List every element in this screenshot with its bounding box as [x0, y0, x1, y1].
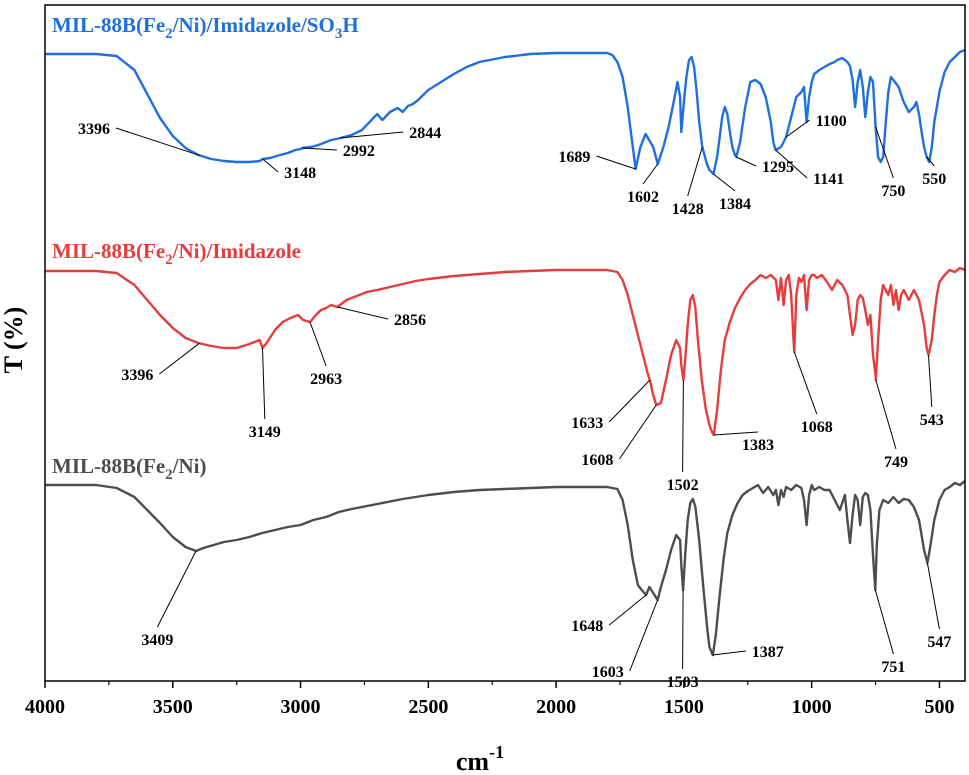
peak-label-12: 550	[922, 171, 946, 188]
peak-leader	[775, 149, 808, 179]
peak-leader	[713, 431, 759, 436]
peak-label-26: 1603	[592, 664, 624, 681]
peak-leader	[682, 379, 684, 473]
peak-leader	[875, 379, 897, 450]
series-name-part: 2	[165, 252, 173, 268]
peak-label-20: 1383	[742, 437, 774, 454]
y-axis-title: T (%)	[0, 307, 28, 374]
series-name-0: MIL-88B(Fe2/Ni)/Imidazole/SO3H	[52, 13, 359, 42]
peak-leader	[713, 173, 736, 192]
series-name-part: /Ni)/Imidazole	[172, 239, 301, 263]
series-name-2: MIL-88B(Fe2/Ni)	[52, 454, 206, 483]
x-tick-label-1000: 1000	[792, 696, 832, 718]
peak-leader	[642, 163, 659, 185]
peak-leader	[337, 306, 389, 320]
peak-leader	[682, 589, 684, 670]
peak-label-3: 2844	[409, 125, 441, 142]
series-name-part: MIL-88B(Fe	[52, 239, 165, 263]
peak-label-18: 1608	[581, 452, 613, 469]
peak-leader	[874, 589, 894, 655]
peak-label-2: 2992	[343, 143, 375, 160]
peak-leader	[309, 321, 327, 367]
peak-leader	[608, 379, 651, 423]
peak-label-11: 750	[881, 183, 905, 200]
peak-leader	[596, 155, 636, 170]
peak-label-10: 1141	[813, 171, 844, 188]
x-tick-label-500: 500	[924, 696, 954, 718]
peak-label-1: 3148	[284, 165, 316, 182]
label-layer: MIL-88B(Fe2/Ni)/Imidazole/SO3HMIL-88B(Fe…	[52, 13, 951, 691]
series-name-part: MIL-88B(Fe	[52, 454, 165, 478]
peak-label-6: 1428	[672, 201, 704, 218]
series-line-2	[45, 480, 966, 657]
peak-leader	[340, 131, 404, 139]
peak-leader	[785, 119, 810, 138]
series-line-1	[45, 266, 966, 437]
series-name-part: 2	[165, 26, 173, 42]
x-tick-label-1500: 1500	[664, 696, 704, 718]
x-tick-label-4000: 4000	[25, 696, 65, 718]
peak-leader	[608, 594, 647, 626]
series-name-part: /Ni)/Imidazole/SO	[172, 13, 335, 37]
peak-label-16: 2856	[394, 312, 426, 329]
x-axis-title: cm-1	[456, 742, 504, 775]
series-line-0	[45, 48, 966, 176]
peak-label-30: 547	[927, 634, 951, 651]
peak-leader	[618, 404, 657, 460]
peak-label-7: 1384	[719, 196, 751, 213]
peak-leader	[926, 562, 940, 630]
series-name-part: H	[342, 13, 358, 37]
series-name-part: 2	[165, 467, 173, 483]
peak-leader	[926, 156, 935, 167]
peak-leader	[159, 342, 200, 375]
peak-leader	[156, 550, 197, 628]
peak-label-28: 1387	[752, 644, 784, 661]
plot-frame	[44, 4, 966, 682]
x-tick-label-3000: 3000	[281, 696, 321, 718]
peak-label-22: 749	[884, 454, 908, 471]
peak-leader	[875, 126, 894, 179]
peak-label-9: 1100	[816, 113, 847, 130]
peak-label-15: 2963	[310, 371, 342, 388]
x-tick-label-2000: 2000	[536, 696, 576, 718]
x-tick-label-3500: 3500	[153, 696, 193, 718]
x-axis-title-main: cm	[456, 747, 490, 775]
peak-leader	[687, 146, 703, 197]
peak-label-25: 1648	[571, 618, 603, 635]
peak-label-4: 1689	[558, 149, 590, 166]
peak-label-23: 543	[920, 412, 944, 429]
peak-label-14: 3149	[249, 424, 281, 441]
peak-leader	[262, 347, 266, 420]
peak-label-24: 3409	[141, 632, 173, 649]
peak-leader	[629, 599, 659, 672]
peak-leader	[712, 650, 746, 656]
peak-label-8: 1295	[762, 159, 794, 176]
series-name-part: MIL-88B(Fe	[52, 13, 165, 37]
peak-label-17: 1633	[571, 415, 603, 432]
peak-label-13: 3396	[121, 367, 153, 384]
peak-leader	[262, 158, 279, 173]
axis-layer: 4000 3500 3000 2500 2000 1500 1000 500	[25, 4, 966, 718]
peak-leader	[736, 156, 757, 167]
peak-label-19: 1502	[667, 477, 699, 494]
peak-label-21: 1068	[801, 419, 833, 436]
peak-label-29: 751	[881, 659, 905, 676]
peak-leader	[928, 354, 933, 408]
peak-label-0: 3396	[78, 121, 110, 138]
series-layer	[45, 48, 966, 657]
peak-label-27: 1503	[667, 674, 699, 691]
series-name-part: /Ni)	[172, 454, 207, 478]
series-name-part: 3	[335, 26, 343, 42]
x-axis-title-sup: -1	[489, 742, 504, 762]
x-tick-label-2500: 2500	[408, 696, 448, 718]
series-name-1: MIL-88B(Fe2/Ni)/Imidazole	[52, 239, 301, 268]
peak-label-5: 1602	[627, 189, 659, 206]
peak-leader	[793, 351, 818, 415]
peak-leader	[302, 147, 337, 151]
peak-leader	[115, 127, 200, 156]
